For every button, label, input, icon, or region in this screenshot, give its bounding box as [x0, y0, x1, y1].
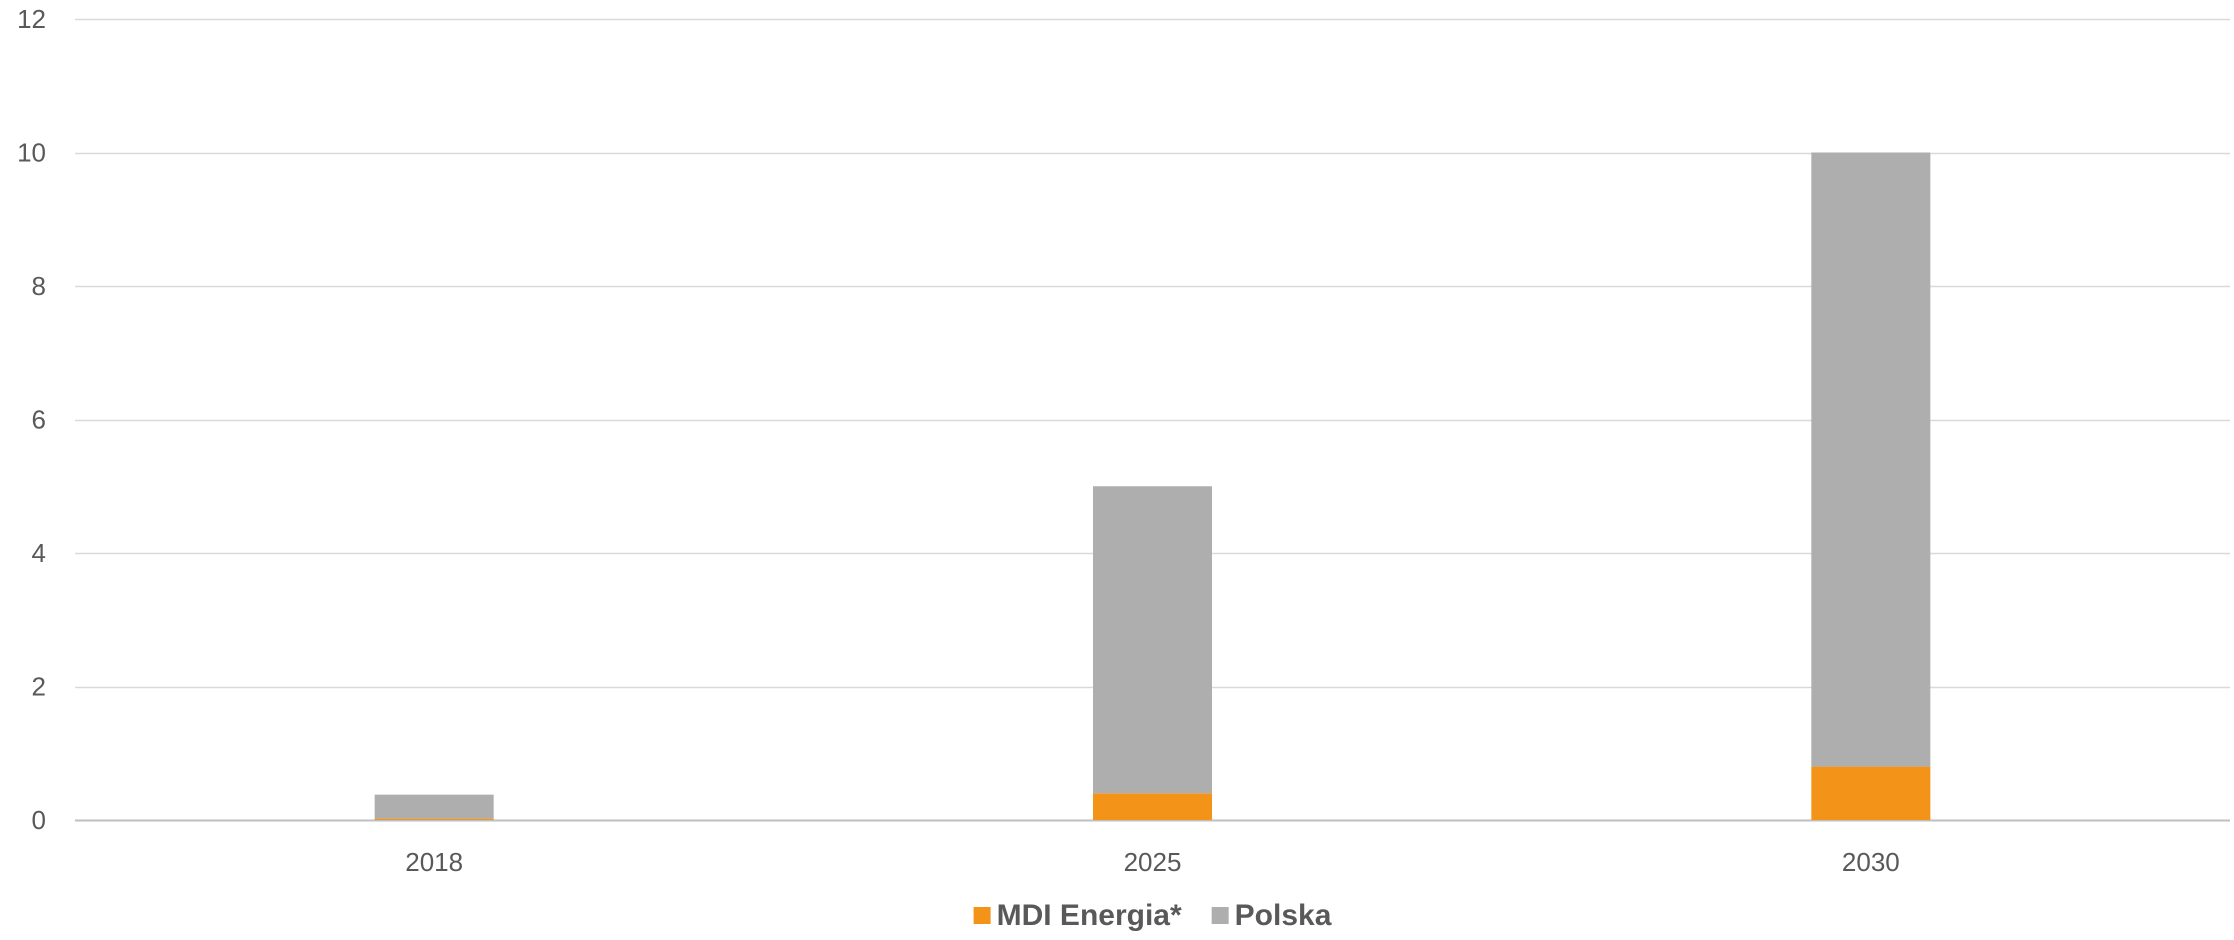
- legend-label: MDI Energia*: [997, 899, 1182, 932]
- legend-swatch: [973, 907, 991, 924]
- legend-swatch: [1211, 907, 1229, 924]
- y-tick-label: 12: [17, 4, 46, 34]
- bar-mdi-energia-2025: [1093, 793, 1212, 820]
- legend-item: Polska: [1211, 899, 1332, 932]
- y-axis-ticks: 0 2 4 6 8 10 12: [17, 4, 46, 835]
- legend: MDI Energia* Polska: [973, 899, 1332, 932]
- legend-label: Polska: [1235, 899, 1332, 932]
- bar-mdi-energia-2018: [374, 818, 494, 820]
- bars: [374, 152, 1931, 820]
- x-tick-label: 2030: [1842, 847, 1900, 877]
- x-tick-label: 2025: [1124, 847, 1182, 877]
- bar-polska-2030: [1811, 152, 1931, 767]
- y-tick-label: 8: [32, 271, 46, 301]
- bar-mdi-energia-2030: [1811, 766, 1931, 820]
- y-tick-label: 10: [17, 138, 46, 168]
- bar-polska-2018: [374, 794, 494, 819]
- y-tick-label: 0: [32, 805, 46, 835]
- gridlines: [75, 18, 2230, 822]
- legend-item: MDI Energia*: [973, 899, 1182, 932]
- y-tick-label: 4: [32, 538, 46, 568]
- bar-polska-2025: [1093, 486, 1212, 794]
- x-axis-ticks: 2018 2025 2030: [405, 847, 1900, 877]
- x-tick-label: 2018: [405, 847, 463, 877]
- y-tick-label: 2: [32, 672, 46, 702]
- y-tick-label: 6: [32, 405, 46, 435]
